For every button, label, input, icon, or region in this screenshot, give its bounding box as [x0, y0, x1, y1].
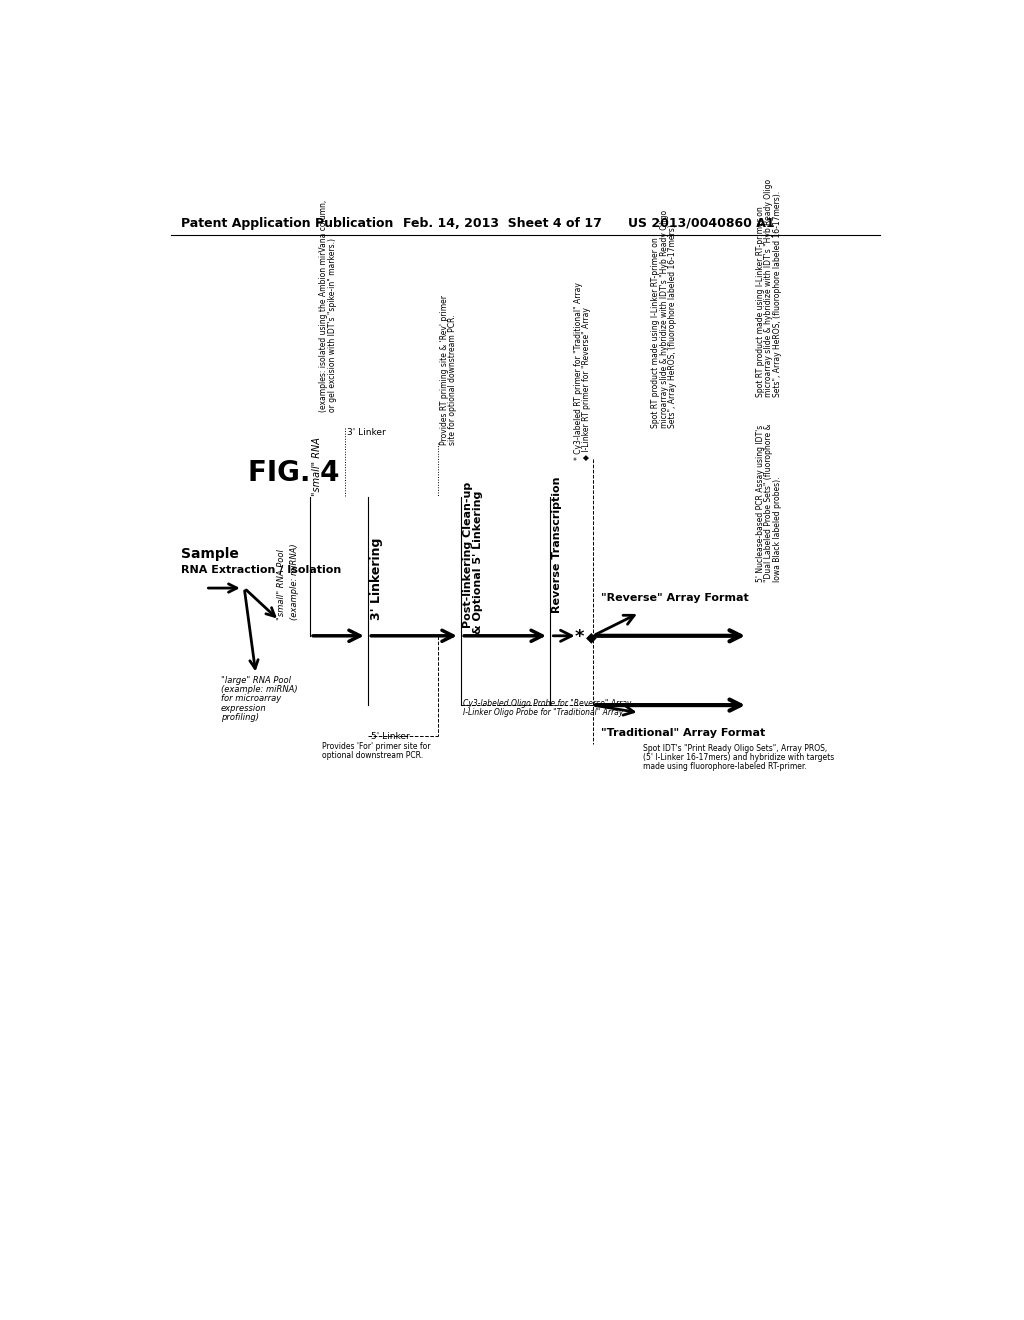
Text: RNA Extraction / Isolation: RNA Extraction / Isolation — [180, 565, 341, 576]
Text: Reverse Transcription: Reverse Transcription — [552, 477, 562, 612]
Text: (example: miRNA): (example: miRNA) — [221, 685, 298, 694]
Text: expression: expression — [221, 704, 266, 713]
Text: Spot RT product made using I-Linker RT-primer on: Spot RT product made using I-Linker RT-p… — [756, 206, 765, 397]
Text: US 2013/0040860 A1: US 2013/0040860 A1 — [628, 216, 774, 230]
Text: Sets", Array HeROS, (fluorophore labeled 16-17mers).: Sets", Array HeROS, (fluorophore labeled… — [773, 191, 781, 397]
Text: optional downstream PCR.: optional downstream PCR. — [322, 751, 423, 760]
Text: 3' Linker: 3' Linker — [346, 428, 385, 437]
Text: "small" RNA Pool: "small" RNA Pool — [276, 549, 286, 620]
Text: FIG. 4: FIG. 4 — [248, 459, 340, 487]
Text: Provides RT priming site & 'Rev' primer: Provides RT priming site & 'Rev' primer — [439, 294, 449, 445]
Text: or gel excision with IDT's "spike-in" markers.): or gel excision with IDT's "spike-in" ma… — [328, 239, 337, 412]
Text: Cy3-labeled Oligo Probe for "Reverse" Array: Cy3-labeled Oligo Probe for "Reverse" Ar… — [463, 700, 631, 708]
Text: Iowa Black labeled probes).: Iowa Black labeled probes). — [773, 477, 781, 582]
Text: "Traditional" Array Format: "Traditional" Array Format — [601, 729, 765, 738]
Text: made using fluorophore-labeled RT-primer.: made using fluorophore-labeled RT-primer… — [643, 762, 807, 771]
Text: "Reverse" Array Format: "Reverse" Array Format — [601, 594, 749, 603]
Text: Spot IDT's "Print Ready Oligo Sets", Array PROS,: Spot IDT's "Print Ready Oligo Sets", Arr… — [643, 743, 827, 752]
Text: Sets", Array HeROS, (fluorophore labeled 16-17mers).: Sets", Array HeROS, (fluorophore labeled… — [669, 222, 677, 428]
Text: *: * — [575, 628, 585, 647]
Text: Sample: Sample — [180, 548, 239, 561]
Text: for microarray: for microarray — [221, 694, 282, 704]
Text: profiling): profiling) — [221, 713, 259, 722]
Text: I-Linker Oligo Probe for "Traditional" Array: I-Linker Oligo Probe for "Traditional" A… — [463, 708, 623, 717]
Text: Feb. 14, 2013  Sheet 4 of 17: Feb. 14, 2013 Sheet 4 of 17 — [403, 216, 602, 230]
Text: (examples: isolated using the Ambion mirVana column,: (examples: isolated using the Ambion mir… — [319, 201, 329, 412]
Text: "Dual Labeled Probe Sets" (fluorophore &: "Dual Labeled Probe Sets" (fluorophore & — [764, 424, 773, 582]
Text: Patent Application Publication: Patent Application Publication — [180, 216, 393, 230]
Text: site for optional downstream PCR.: site for optional downstream PCR. — [449, 314, 457, 445]
Text: Post-linkering Clean-up: Post-linkering Clean-up — [463, 482, 473, 628]
Text: 5' Nuclease-based PCR Assay using IDT's: 5' Nuclease-based PCR Assay using IDT's — [756, 425, 765, 582]
Text: ◆: ◆ — [586, 631, 597, 644]
Text: Spot RT product made using I-Linker RT-primer on: Spot RT product made using I-Linker RT-p… — [651, 238, 660, 428]
Text: * Cy3-labeled RT primer for "Traditional" Array: * Cy3-labeled RT primer for "Traditional… — [573, 282, 583, 461]
Text: ◆ I-Linker RT primer for "Reverse" Array: ◆ I-Linker RT primer for "Reverse" Array — [583, 308, 591, 461]
Text: 5' Linker: 5' Linker — [371, 733, 410, 741]
Text: (example: miRNA): (example: miRNA) — [290, 544, 299, 620]
Text: microarray slide & hybridize with IDT's "Hyb Ready Oligo: microarray slide & hybridize with IDT's … — [659, 210, 669, 428]
Text: "small" RNA: "small" RNA — [311, 437, 322, 496]
Text: 3' Linkering: 3' Linkering — [370, 539, 383, 620]
Text: microarray slide & hybridize with IDT's "Hyb Ready Oligo: microarray slide & hybridize with IDT's … — [764, 180, 773, 397]
Text: Provides 'For' primer site for: Provides 'For' primer site for — [322, 742, 430, 751]
Text: "large" RNA Pool: "large" RNA Pool — [221, 676, 291, 685]
Text: & Optional 5' Linkering: & Optional 5' Linkering — [473, 491, 483, 635]
Text: (5' I-Linker 16-17mers) and hybridize with targets: (5' I-Linker 16-17mers) and hybridize wi… — [643, 752, 835, 762]
